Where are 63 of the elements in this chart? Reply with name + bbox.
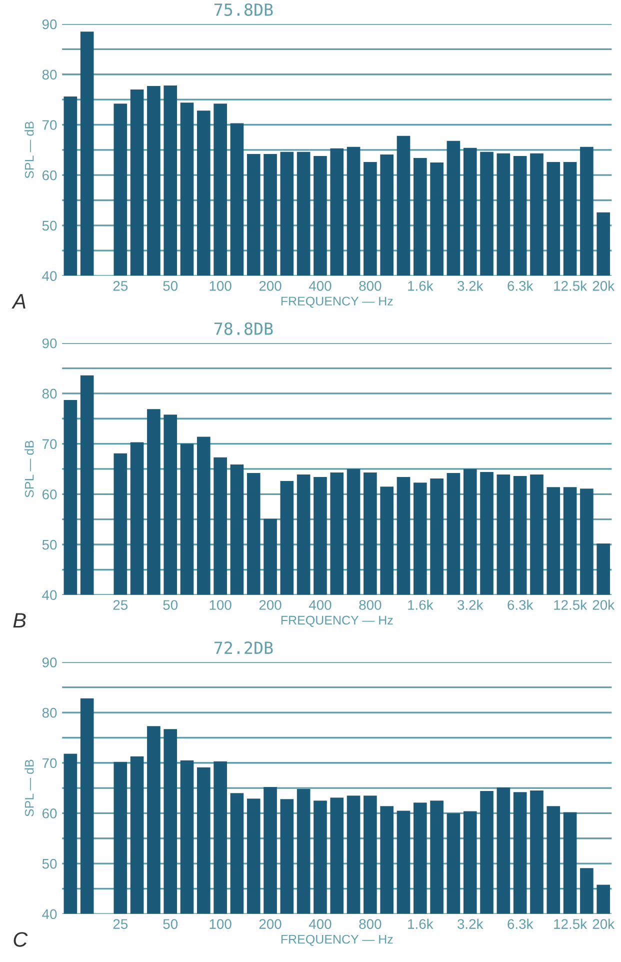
- text: B: [13, 613, 26, 628]
- x-tick-label: 20k: [592, 600, 615, 610]
- chart-title: 78.8DB: [214, 322, 273, 336]
- y-tick-label: 80: [42, 388, 57, 399]
- y-tick-label: 70: [42, 120, 57, 130]
- x-tick-label: 800: [359, 600, 382, 610]
- x-tick-label: 25: [113, 600, 128, 610]
- text: A: [12, 294, 26, 308]
- x-tick-label: 6.3k: [508, 600, 534, 610]
- y-tick-label: 40: [42, 590, 57, 600]
- y-tick-label: 50: [42, 540, 57, 550]
- y-tick-label: 40: [42, 909, 57, 920]
- x-tick-label: 6.3k: [508, 918, 534, 929]
- x-tick-label: 400: [308, 919, 332, 929]
- y-axis-title: SPL — dB: [24, 760, 34, 816]
- x-tick-label: 200: [259, 600, 282, 610]
- x-tick-label: 800: [359, 281, 382, 291]
- x-tick-label: 400: [308, 281, 332, 291]
- x-tick-label: 12.5k: [554, 280, 588, 291]
- y-tick-label: 70: [42, 439, 57, 449]
- x-tick-label: 6.3k: [508, 280, 534, 291]
- x-tick-label: 3.2k: [458, 918, 484, 929]
- x-tick-label: 20k: [592, 280, 615, 291]
- x-tick-label: 50: [163, 919, 178, 929]
- x-axis-title: FREQUENCY — Hz: [281, 934, 393, 946]
- x-tick-label: 800: [359, 919, 382, 929]
- y-tick-label: 90: [42, 658, 57, 668]
- x-tick-label: 100: [210, 919, 232, 929]
- x-tick-label: 25: [113, 919, 128, 929]
- chart-title: 72.2DB: [214, 641, 273, 654]
- x-tick-label: 50: [163, 281, 178, 291]
- y-axis-title: SPL — dB: [24, 122, 34, 178]
- y-tick-label: 60: [42, 170, 57, 180]
- x-axis-title: FREQUENCY — Hz: [281, 616, 393, 627]
- y-axis-title: SPL — dB: [24, 440, 34, 498]
- x-tick-label: 3.2k: [458, 600, 484, 610]
- x-tick-label: 20k: [592, 918, 615, 929]
- x-tick-label: 1.6k: [408, 280, 434, 291]
- y-tick-label: 50: [42, 220, 57, 231]
- y-tick-label: 80: [42, 70, 57, 80]
- x-tick-label: 100: [210, 600, 232, 610]
- chart-title: 75.8DB: [214, 3, 273, 16]
- y-tick-label: 40: [42, 271, 57, 281]
- x-tick-label: 12.5k: [554, 918, 588, 929]
- y-tick-label: 60: [42, 489, 57, 500]
- x-tick-label: 100: [210, 281, 232, 291]
- y-tick-label: 90: [42, 19, 57, 30]
- y-tick-label: 60: [42, 808, 57, 818]
- x-tick-label: 1.6k: [408, 600, 434, 610]
- x-tick-label: 25: [113, 281, 128, 291]
- x-tick-label: 3.2k: [458, 280, 484, 291]
- x-tick-label: 200: [259, 281, 282, 291]
- y-tick-label: 70: [42, 758, 57, 768]
- y-tick-label: 80: [42, 708, 57, 718]
- y-tick-label: 50: [42, 858, 57, 869]
- x-tick-label: 1.6k: [408, 918, 434, 929]
- x-axis-title: FREQUENCY — Hz: [281, 296, 393, 308]
- x-tick-label: 50: [163, 600, 178, 610]
- x-tick-label: 200: [259, 919, 282, 929]
- x-tick-label: 12.5k: [554, 600, 588, 610]
- text: C: [14, 932, 28, 947]
- y-tick-label: 90: [42, 338, 57, 348]
- x-tick-label: 400: [308, 600, 332, 610]
